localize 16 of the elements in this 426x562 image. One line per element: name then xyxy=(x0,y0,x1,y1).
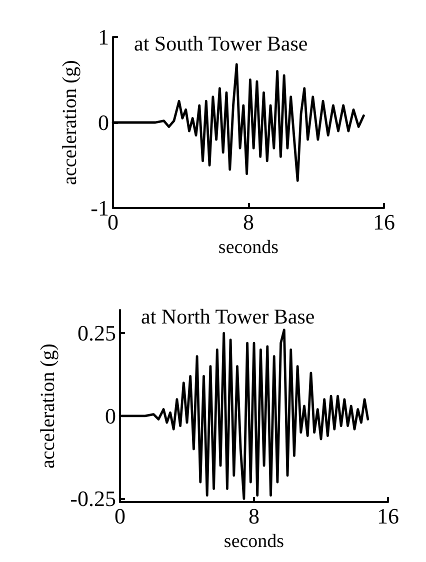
y-axis-title: acceleration (g) xyxy=(37,344,59,468)
y-tick-label: 0 xyxy=(105,403,116,428)
y-tick-label: -1 xyxy=(90,196,109,220)
x-axis-title: seconds xyxy=(224,530,284,552)
y-tick-label: 1 xyxy=(98,24,109,50)
chart-title: at North Tower Base xyxy=(141,304,315,328)
y-axis-title: acceleration (g) xyxy=(58,60,81,185)
x-tick-label: 8 xyxy=(243,210,254,234)
x-tick-label: 8 xyxy=(248,504,260,528)
y-tick-label: 0 xyxy=(98,110,109,135)
chart-title: at South Tower Base xyxy=(134,32,308,56)
y-tick-label: 0.25 xyxy=(78,320,116,346)
x-tick-label: 16 xyxy=(377,504,399,528)
x-axis-title: seconds xyxy=(218,236,279,258)
y-tick-label: -0.25 xyxy=(70,486,116,512)
x-tick-label: 16 xyxy=(373,210,395,234)
